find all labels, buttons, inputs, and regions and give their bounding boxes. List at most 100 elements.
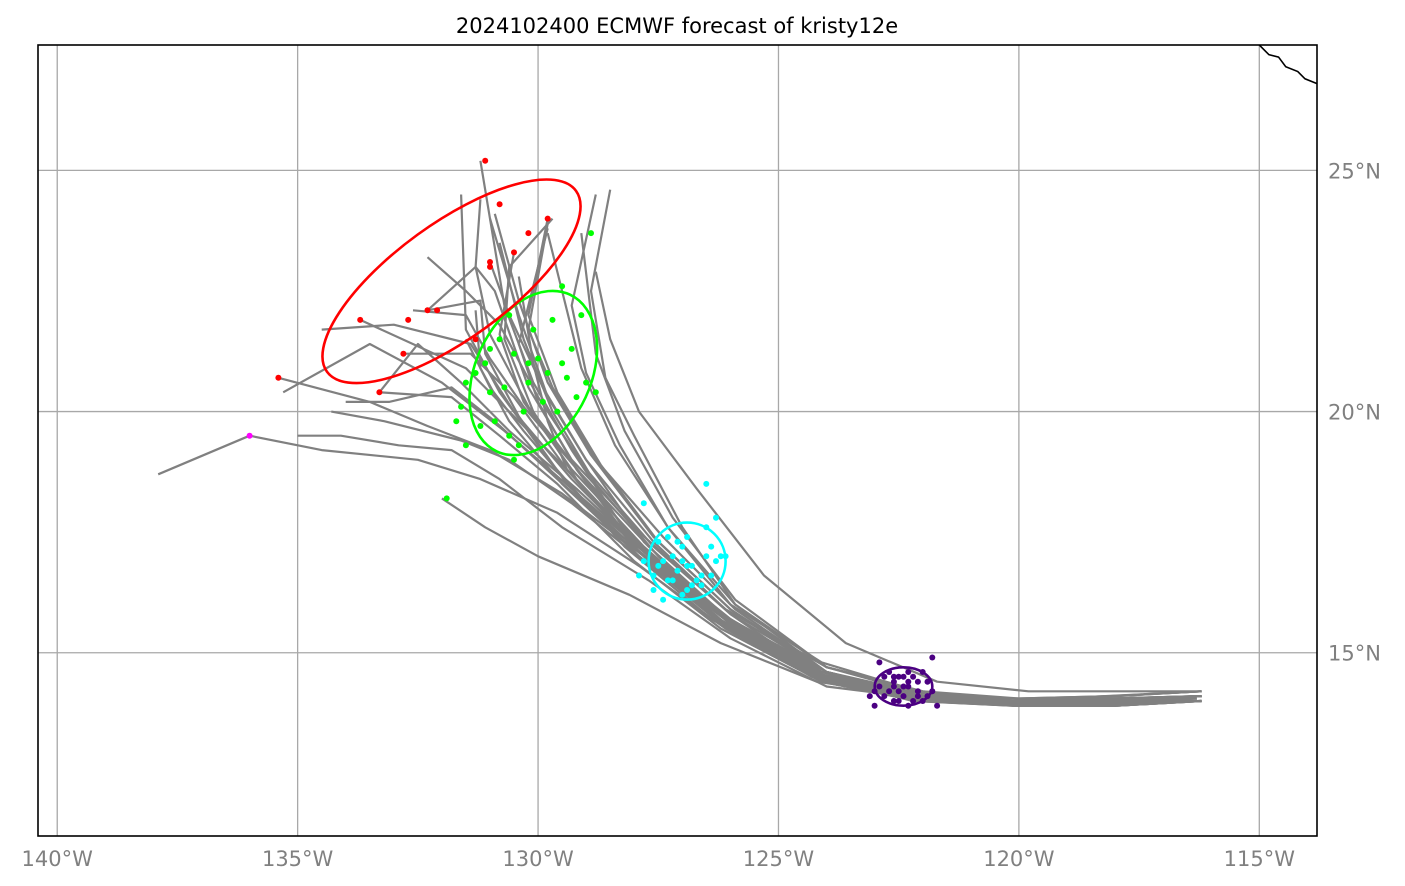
day7-position-marker — [482, 157, 489, 164]
day1-position-marker — [881, 673, 888, 680]
day3-position-marker — [679, 558, 686, 565]
day3-position-marker — [713, 514, 719, 521]
day5-position-marker — [525, 360, 532, 367]
uncertainty-ellipses — [321, 178, 934, 707]
day3-position-marker — [655, 562, 662, 569]
day3-position-marker — [679, 543, 686, 550]
day5-position-marker — [554, 408, 561, 415]
day3-position-marker — [703, 480, 710, 487]
ensemble-tracks — [157, 160, 1202, 707]
day1-position-marker — [905, 683, 912, 690]
day3-uncertainty-ellipse — [647, 521, 727, 601]
day5-position-marker — [506, 312, 513, 319]
day1-position-marker — [881, 693, 888, 700]
day1-position-marker — [876, 683, 883, 690]
day5-position-marker — [588, 230, 594, 237]
ensemble-track-line — [479, 160, 1197, 707]
ensemble-track-line — [580, 232, 1202, 700]
day5-position-marker — [568, 345, 575, 352]
ensemble-track-line — [474, 310, 1197, 703]
lat-tick-label: 25°N — [1328, 159, 1381, 183]
day1-position-marker — [895, 688, 902, 695]
day5-position-marker — [472, 370, 479, 376]
day5-position-marker — [530, 326, 537, 333]
day5-position-marker — [511, 350, 517, 357]
day3-position-marker — [650, 587, 657, 593]
day5-position-marker — [487, 345, 493, 352]
day9-position-marker — [246, 432, 253, 439]
axis-labels: 140°W 135°W 130°W 125°W 120°W 115°W 15°N 20°N 25… — [22, 159, 1381, 871]
lat-tick-label: 15°N — [1328, 642, 1381, 666]
day1-position-marker — [914, 688, 921, 695]
day7-position-marker — [357, 316, 364, 323]
day1-position-marker — [895, 698, 902, 704]
day1-position-marker — [905, 669, 912, 675]
day5-position-marker — [573, 394, 580, 401]
day3-position-marker — [688, 582, 695, 589]
day7-position-marker — [424, 307, 431, 314]
day5-position-marker — [525, 379, 532, 386]
day7-position-marker — [544, 215, 551, 222]
day7-position-marker — [511, 249, 517, 256]
day3-position-marker — [698, 582, 705, 589]
day5-position-marker — [559, 360, 566, 367]
day3-position-marker — [684, 587, 691, 593]
day3-position-marker — [660, 558, 667, 565]
day5-position-marker — [535, 355, 542, 362]
day5-position-marker — [453, 418, 460, 425]
day1-position-marker — [914, 693, 921, 700]
day1-uncertainty-ellipse — [873, 665, 934, 707]
day3-position-marker — [664, 577, 671, 584]
coastline — [1258, 45, 1317, 85]
lon-tick-label: 115°W — [1224, 847, 1296, 871]
ensemble-track-line — [412, 309, 1202, 707]
day1-position-marker — [914, 678, 921, 685]
day7-position-marker — [405, 316, 412, 323]
coastline-segment — [1258, 45, 1317, 85]
day1-position-marker — [910, 673, 917, 680]
day1-position-marker — [886, 688, 893, 695]
day5-position-marker — [487, 389, 493, 396]
day3-position-marker — [684, 534, 691, 540]
day5-position-marker — [559, 283, 566, 290]
day5-position-marker — [477, 423, 484, 429]
day7-position-marker — [496, 201, 503, 208]
map-title: 2024102400 ECMWF forecast of kristy12e — [456, 14, 898, 38]
day7-uncertainty-ellipse — [321, 178, 582, 385]
ensemble-track-line — [427, 299, 1197, 705]
day5-position-marker — [583, 379, 590, 386]
day3-position-marker — [664, 534, 671, 540]
day7-position-marker — [472, 336, 479, 343]
day3-position-marker — [674, 538, 681, 545]
graticule — [38, 45, 1317, 836]
day3-position-marker — [660, 596, 667, 603]
ensemble-track-line — [503, 217, 1202, 705]
day5-position-marker — [515, 442, 522, 449]
day3-position-marker — [698, 572, 705, 579]
day1-position-marker — [876, 659, 883, 666]
day7-position-marker — [525, 230, 532, 237]
day1-position-marker — [905, 678, 912, 685]
day1-position-marker — [890, 678, 897, 685]
day7-position-marker — [400, 350, 407, 357]
ensemble-track-line — [474, 199, 1197, 703]
day5-position-marker — [563, 374, 570, 381]
day3-position-marker — [669, 577, 676, 584]
lon-tick-label: 120°W — [983, 847, 1055, 871]
day5-position-marker — [458, 403, 465, 410]
day1-position-marker — [910, 698, 917, 704]
lon-tick-label: 135°W — [262, 847, 334, 871]
day3-position-marker — [688, 562, 695, 569]
lon-tick-label: 125°W — [743, 847, 815, 871]
day3-position-marker — [713, 558, 719, 565]
day5-position-marker — [549, 316, 556, 323]
day1-position-marker — [895, 673, 902, 680]
day1-position-marker — [890, 673, 897, 680]
ensemble-track-line — [426, 256, 1202, 703]
day5-position-marker — [501, 384, 508, 391]
day5-position-marker — [496, 336, 503, 343]
day5-position-marker — [520, 408, 527, 415]
day1-position-marker — [890, 698, 897, 704]
day7-position-marker — [487, 263, 493, 270]
day1-position-marker — [929, 654, 936, 661]
